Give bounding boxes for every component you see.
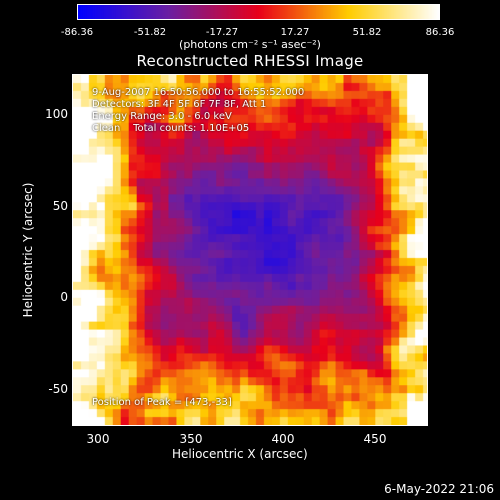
colorbar-tick: 51.82 bbox=[352, 27, 382, 38]
solar-image bbox=[72, 74, 428, 426]
colorbar-tick: -51.82 bbox=[133, 27, 167, 38]
y-tick-label: 100 bbox=[45, 107, 68, 121]
colorbar-tick: 17.27 bbox=[280, 27, 310, 38]
peak-position-text: Position of Peak = [473,-33] bbox=[92, 397, 232, 408]
energy-range-text: Energy Range: 3.0 - 6.0 keV bbox=[92, 111, 232, 122]
x-tick-label: 400 bbox=[271, 432, 295, 446]
x-tick-label: 450 bbox=[363, 432, 387, 446]
counts-text: Clean Total counts: 1.10E+05 bbox=[92, 123, 250, 134]
detectors-text: Detectors: 3F 4F 5F 6F 7F 8F, Att 1 bbox=[92, 99, 267, 110]
colorbar-tick: -86.36 bbox=[60, 27, 94, 38]
colorbar-units: (photons cm⁻² s⁻¹ asec⁻²) bbox=[179, 38, 321, 51]
y-tick-label: -50 bbox=[48, 382, 68, 396]
colorbar-tick: 86.36 bbox=[425, 27, 455, 38]
x-tick-label: 300 bbox=[86, 432, 110, 446]
x-axis-label: Heliocentric X (arcsec) bbox=[172, 447, 308, 461]
time-range-text: 9-Aug-2007 16:50:56.000 to 16:55:52.000 bbox=[92, 87, 305, 98]
plot-title: Reconstructed RHESSI Image bbox=[136, 52, 364, 70]
y-tick-label: 50 bbox=[52, 199, 68, 213]
y-tick-label: 0 bbox=[60, 290, 68, 304]
colorbar-tick: -17.27 bbox=[205, 27, 239, 38]
y-axis-label: Heliocentric Y (arcsec) bbox=[21, 182, 35, 318]
timestamp: 6-May-2022 21:06 bbox=[384, 482, 494, 496]
x-tick-label: 350 bbox=[179, 432, 203, 446]
colorbar bbox=[77, 4, 440, 20]
